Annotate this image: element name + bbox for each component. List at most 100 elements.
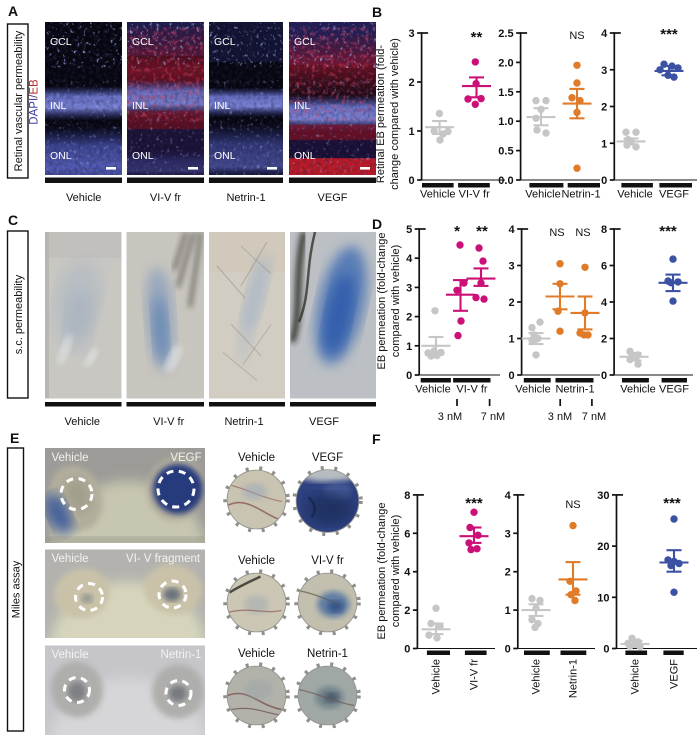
svg-text:VEGF: VEGF: [318, 192, 348, 204]
svg-text:Vehicle: Vehicle: [525, 189, 560, 201]
svg-text:Miles assay: Miles assay: [11, 560, 23, 618]
svg-text:NS: NS: [549, 227, 564, 239]
svg-text:***: ***: [659, 223, 677, 240]
svg-text:Vehicle: Vehicle: [51, 452, 88, 464]
svg-text:**: **: [471, 29, 483, 46]
svg-text:INL: INL: [214, 100, 231, 112]
svg-text:compared with vehicle): compared with vehicle): [390, 515, 402, 628]
svg-text:VEGF: VEGF: [312, 452, 343, 464]
svg-text:3 nM: 3 nM: [548, 411, 572, 423]
svg-text:1: 1: [505, 605, 511, 617]
svg-text:0: 0: [505, 644, 511, 656]
svg-text:INL: INL: [50, 100, 67, 112]
svg-text:GCL: GCL: [50, 36, 72, 48]
svg-text:1: 1: [508, 334, 514, 346]
svg-text:F: F: [372, 431, 381, 447]
svg-text:Retinal EB permeation (fold-: Retinal EB permeation (fold-: [375, 45, 387, 184]
svg-text:NS: NS: [565, 499, 580, 511]
svg-text:Vehicle: Vehicle: [51, 553, 88, 565]
svg-text:1: 1: [408, 126, 414, 138]
svg-text:2: 2: [601, 334, 607, 346]
svg-text:Vehicle: Vehicle: [515, 384, 550, 396]
svg-text:2: 2: [408, 77, 414, 89]
svg-text:ONL: ONL: [50, 150, 72, 162]
svg-text:Vehicle: Vehicle: [238, 648, 275, 660]
svg-text:4: 4: [508, 224, 515, 236]
svg-text:3: 3: [601, 65, 607, 77]
svg-text:compared with vehicle): compared with vehicle): [390, 245, 402, 358]
svg-text:VEGF: VEGF: [669, 659, 681, 689]
svg-text:Vehicle: Vehicle: [238, 555, 275, 567]
svg-text:VI-V fr: VI-V fr: [153, 416, 185, 428]
svg-text:Vehicle: Vehicle: [65, 416, 100, 428]
svg-text:Vehicle: Vehicle: [620, 384, 655, 396]
svg-text:2: 2: [508, 297, 514, 309]
svg-text:INL: INL: [294, 100, 311, 112]
svg-text:s.c. permeability: s.c. permeability: [13, 274, 25, 354]
svg-text:VI-V fr: VI-V fr: [459, 189, 491, 201]
svg-text:Vehicle: Vehicle: [617, 189, 652, 201]
svg-text:Netrin-1: Netrin-1: [568, 659, 580, 698]
svg-text:D: D: [372, 216, 382, 232]
svg-text:Vehicle: Vehicle: [431, 659, 443, 694]
svg-text:30: 30: [597, 490, 609, 502]
svg-text:GCL: GCL: [132, 36, 154, 48]
svg-text:ONL: ONL: [132, 150, 154, 162]
svg-text:***: ***: [663, 495, 681, 512]
svg-text:*: *: [454, 223, 460, 240]
svg-text:6: 6: [601, 261, 607, 273]
svg-text:VEGF: VEGF: [659, 189, 689, 201]
svg-text:2.0: 2.0: [498, 57, 513, 69]
svg-text:Netrin-1: Netrin-1: [224, 416, 263, 428]
svg-text:0: 0: [404, 644, 410, 656]
svg-text:1.5: 1.5: [498, 87, 513, 99]
svg-text:20: 20: [597, 541, 609, 553]
svg-text:Vehicle: Vehicle: [66, 192, 101, 204]
svg-text:B: B: [372, 4, 382, 20]
svg-text:**: **: [476, 223, 488, 240]
svg-text:4: 4: [601, 297, 608, 309]
svg-text:VI- V fragment: VI- V fragment: [126, 553, 201, 565]
svg-text:GCL: GCL: [294, 36, 316, 48]
svg-text:Vehicle: Vehicle: [630, 659, 642, 694]
svg-text:Retinal vascular permeability: Retinal vascular permeability: [13, 30, 25, 171]
svg-text:1.0: 1.0: [498, 116, 513, 128]
svg-text:EB permeation (fold-change: EB permeation (fold-change: [376, 233, 388, 370]
svg-text:Vehicle: Vehicle: [415, 384, 450, 396]
svg-text:7 nM: 7 nM: [582, 411, 606, 423]
svg-text:***: ***: [465, 495, 483, 512]
svg-text:0: 0: [601, 370, 607, 382]
svg-text:3: 3: [508, 261, 514, 273]
svg-text:NS: NS: [569, 30, 584, 42]
svg-text:3: 3: [408, 28, 414, 40]
svg-text:VI-V fr: VI-V fr: [456, 384, 488, 396]
svg-text:VEGF: VEGF: [170, 452, 201, 464]
svg-text:4: 4: [601, 28, 608, 40]
svg-text:change compared with vehicle): change compared with vehicle): [389, 38, 401, 190]
svg-text:VI-V fr: VI-V fr: [311, 555, 344, 567]
svg-text:8: 8: [601, 224, 607, 236]
svg-text:2: 2: [505, 567, 511, 579]
svg-text:VEGF: VEGF: [659, 384, 689, 396]
svg-text:6: 6: [404, 528, 410, 540]
svg-text:0.0: 0.0: [498, 175, 513, 187]
svg-text:3 nM: 3 nM: [438, 411, 462, 423]
svg-text:0: 0: [601, 175, 607, 187]
svg-text:0: 0: [508, 370, 514, 382]
svg-text:EB permeation (fold-change: EB permeation (fold-change: [376, 503, 388, 640]
svg-text:4: 4: [505, 490, 512, 502]
svg-text:Netrin-1: Netrin-1: [226, 192, 265, 204]
svg-text:2: 2: [406, 312, 412, 324]
svg-text:0: 0: [408, 175, 414, 187]
svg-text:Netrin-1: Netrin-1: [555, 384, 594, 396]
svg-text:Vehicle: Vehicle: [51, 649, 88, 661]
svg-text:0.5: 0.5: [498, 146, 513, 158]
svg-text:Vehicle: Vehicle: [420, 189, 455, 201]
svg-text:2: 2: [404, 605, 410, 617]
svg-text:ONL: ONL: [294, 150, 316, 162]
svg-text:Netrin-1: Netrin-1: [307, 648, 348, 660]
svg-text:A: A: [8, 3, 18, 19]
svg-text:1: 1: [406, 341, 412, 353]
svg-text:2: 2: [601, 102, 607, 114]
svg-text:GCL: GCL: [214, 36, 236, 48]
